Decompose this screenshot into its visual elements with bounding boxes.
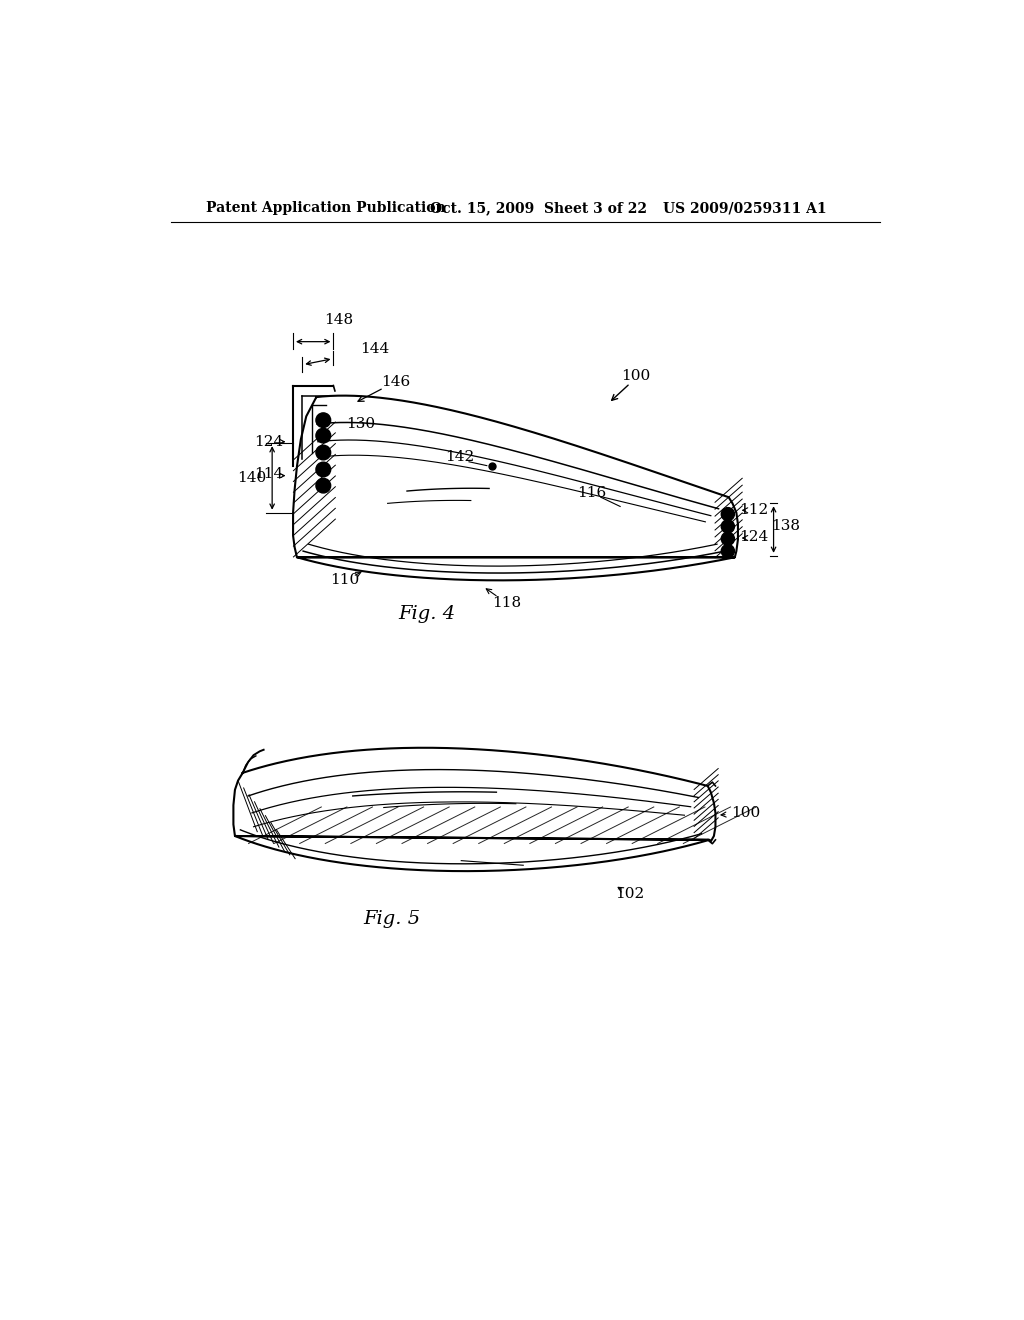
Text: 124: 124 (254, 434, 284, 449)
Text: 130: 130 (346, 417, 375, 432)
Text: 114: 114 (254, 467, 284, 480)
Circle shape (721, 508, 734, 520)
Text: 116: 116 (577, 486, 606, 500)
Text: Fig. 4: Fig. 4 (397, 606, 455, 623)
Text: 118: 118 (492, 597, 521, 610)
Text: 138: 138 (771, 519, 800, 533)
Circle shape (316, 428, 331, 444)
Text: 112: 112 (739, 503, 769, 516)
Circle shape (721, 545, 734, 557)
Text: 144: 144 (359, 342, 389, 356)
Polygon shape (293, 396, 738, 581)
Text: 142: 142 (445, 450, 474, 465)
Text: 110: 110 (331, 573, 359, 587)
Text: 102: 102 (615, 887, 645, 900)
Circle shape (721, 520, 734, 533)
Text: US 2009/0259311 A1: US 2009/0259311 A1 (663, 202, 826, 215)
Text: 146: 146 (381, 375, 410, 388)
Text: Patent Application Publication: Patent Application Publication (206, 202, 445, 215)
Text: 140: 140 (238, 471, 266, 484)
Circle shape (316, 462, 331, 477)
Text: Fig. 5: Fig. 5 (362, 911, 420, 928)
Text: Oct. 15, 2009  Sheet 3 of 22: Oct. 15, 2009 Sheet 3 of 22 (430, 202, 647, 215)
Text: 100: 100 (621, 368, 650, 383)
Polygon shape (233, 747, 716, 871)
Text: 124: 124 (739, 531, 769, 544)
Circle shape (316, 445, 331, 459)
Circle shape (316, 478, 331, 492)
Text: 148: 148 (325, 313, 353, 327)
Text: 100: 100 (731, 807, 760, 820)
Circle shape (316, 413, 331, 428)
Circle shape (721, 532, 734, 545)
